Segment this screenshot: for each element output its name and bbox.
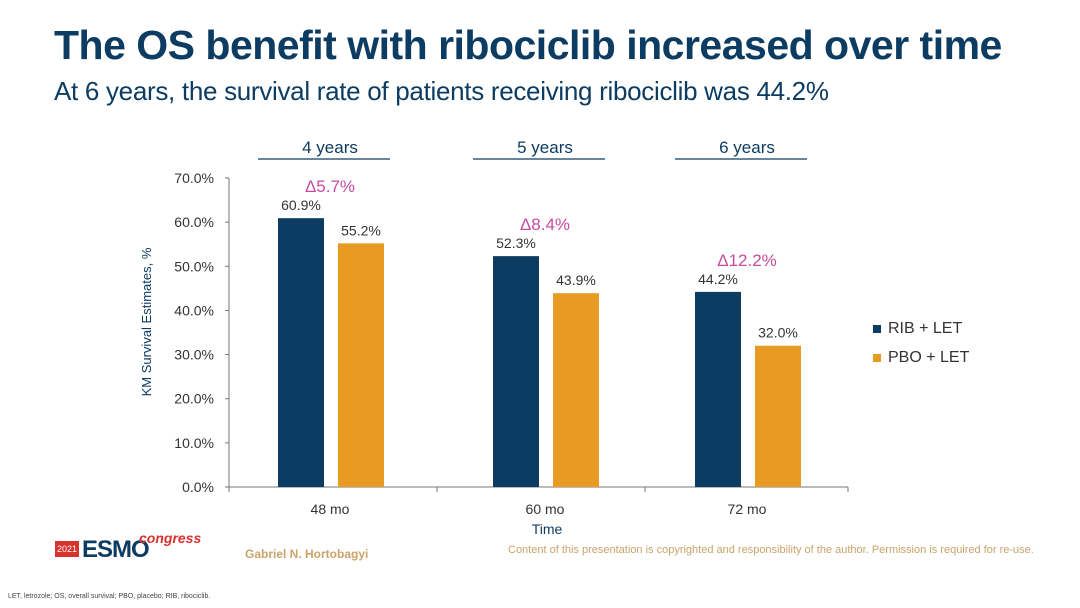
y-tick-label: 20.0% (174, 391, 214, 407)
slide-title: The OS benefit with ribociclib increased… (54, 22, 1002, 68)
y-tick-label: 50.0% (174, 258, 214, 274)
legend-swatch-rib-let (873, 325, 881, 333)
bar (755, 345, 801, 487)
x-axis-label: Time (532, 521, 563, 537)
logo-year: 2021 (55, 541, 79, 557)
group-header-label: 5 years (517, 138, 573, 157)
data-label: 43.9% (556, 272, 596, 288)
y-tick-label: 40.0% (174, 302, 214, 318)
y-tick-label: 70.0% (174, 170, 214, 186)
abbreviation-footnote: LET, letrozole; OS, overall survival; PB… (8, 593, 211, 600)
data-label: 60.9% (281, 197, 321, 213)
logo-brand: ESMO (82, 536, 150, 563)
bar (278, 218, 324, 488)
delta-annotation: Δ5.7% (305, 177, 355, 196)
y-tick-label: 10.0% (174, 435, 214, 451)
x-tick-label: 48 mo (311, 501, 350, 517)
bar (695, 291, 741, 487)
y-axis-label: KM Survival Estimates, % (139, 247, 154, 396)
logo-congress: congress (139, 530, 202, 546)
data-label: 55.2% (341, 222, 381, 238)
legend-swatch-pbo-let (873, 354, 881, 362)
legend-item-rib-let: RIB + LET (873, 320, 962, 338)
delta-annotation: Δ12.2% (717, 251, 777, 270)
data-label: 44.2% (698, 271, 738, 287)
author-name: Gabriel N. Hortobagyi (245, 547, 369, 561)
y-tick-label: 30.0% (174, 347, 214, 363)
slide-subtitle: At 6 years, the survival rate of patient… (54, 76, 829, 106)
copyright-notice: Content of this presentation is copyrigh… (508, 544, 1034, 556)
y-tick-label: 0.0% (182, 479, 214, 495)
group-header-label: 6 years (719, 138, 775, 157)
legend-item-pbo-let: PBO + LET (873, 349, 969, 367)
x-tick-label: 72 mo (728, 501, 767, 517)
delta-annotation: Δ8.4% (520, 215, 570, 234)
bar (553, 293, 599, 487)
data-label: 32.0% (758, 325, 798, 341)
bar (493, 256, 539, 487)
esmo-congress-logo: 2021 ESMO congress (55, 530, 205, 566)
legend-label-rib-let: RIB + LET (888, 320, 963, 337)
data-label: 52.3% (496, 235, 536, 251)
group-header-label: 4 years (302, 138, 358, 157)
legend-label-pbo-let: PBO + LET (888, 349, 970, 366)
bar (338, 243, 384, 487)
y-tick-label: 60.0% (174, 214, 214, 230)
x-tick-label: 60 mo (526, 501, 565, 517)
